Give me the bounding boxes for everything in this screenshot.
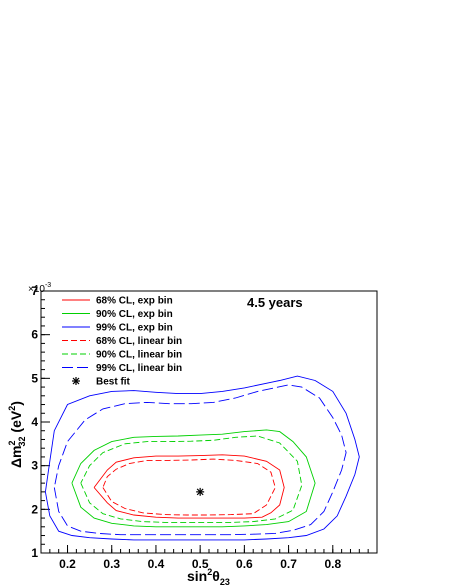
legend-label: 90% CL, linear bin: [96, 350, 182, 361]
x-tick-label: 0.7: [280, 557, 297, 571]
y-axis-title: Δm232 (eV2): [7, 401, 27, 468]
y-tick-label: 3: [31, 459, 38, 473]
axis-tick-labels: 0.2 0.3 0.4 0.5 0.6 0.7 0.8 1 2 3 4 5 6 7: [31, 284, 341, 571]
y-tick-label: 2: [31, 502, 38, 516]
axis-ticks: [40, 290, 378, 554]
legend-label: 68% CL, exp bin: [96, 296, 173, 307]
contour-series-5: [80, 435, 303, 523]
y-tick-label: 4: [31, 415, 38, 429]
x-axis-title: sin2θ23: [187, 567, 230, 587]
legend-label: 99% CL, exp bin: [96, 323, 173, 334]
legend: 68% CL, exp bin 90% CL, exp bin 99% CL, ex…: [62, 296, 182, 388]
y-tick-label: 5: [31, 371, 38, 385]
legend-item: 68% CL, linear bin: [62, 336, 182, 347]
best-fit-marker: [196, 487, 205, 496]
contour-series-6: [53, 384, 347, 536]
x-tick-label: 0.5: [192, 557, 209, 571]
plot-frame: [40, 290, 378, 554]
x-tick-label: 0.8: [324, 557, 341, 571]
legend-item: Best fit: [72, 377, 131, 388]
legend-marker: [72, 377, 80, 385]
y-tick-label: 1: [31, 546, 38, 560]
legend-item: 99% CL, linear bin: [62, 363, 182, 374]
contour-series-4: [102, 458, 276, 516]
contour-series-1: [93, 454, 285, 519]
period-annotation: 4.5 years: [247, 295, 303, 310]
legend-label: Best fit: [96, 377, 131, 388]
legend-item: 68% CL, exp bin: [62, 296, 173, 307]
legend-item: 90% CL, exp bin: [62, 309, 173, 320]
best-fit-layer: [196, 487, 205, 496]
x-tick-label: 0.4: [148, 557, 165, 571]
contour-lines: [44, 375, 360, 541]
contour-series-2: [71, 429, 316, 528]
legend-label: 90% CL, exp bin: [96, 309, 173, 320]
y-tick-label: 6: [31, 328, 38, 342]
y-multiplier: ×10-3: [28, 282, 51, 295]
x-tick-label: 0.3: [103, 557, 120, 571]
legend-label: 68% CL, linear bin: [96, 336, 182, 347]
legend-label: 99% CL, linear bin: [96, 363, 182, 374]
contour-series-3: [44, 375, 360, 541]
x-tick-label: 0.2: [59, 557, 76, 571]
legend-item: 90% CL, linear bin: [62, 350, 182, 361]
x-tick-label: 0.6: [236, 557, 253, 571]
legend-item: 99% CL, exp bin: [62, 323, 173, 334]
y-tick-label: 7: [31, 284, 38, 298]
